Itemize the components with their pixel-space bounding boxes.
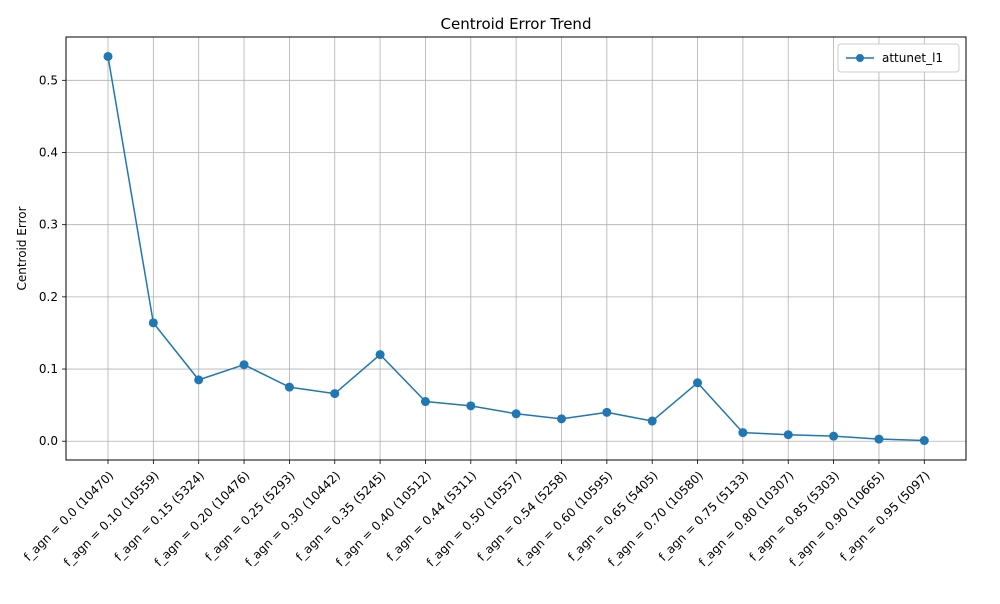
data-point xyxy=(693,378,703,388)
data-point xyxy=(330,389,340,399)
legend-marker xyxy=(856,54,864,62)
data-point xyxy=(602,407,612,417)
y-tick-label: 0.0 xyxy=(39,434,58,448)
y-axis: 0.0 0.1 0.2 0.3 0.4 0.5 xyxy=(39,73,66,448)
data-point xyxy=(239,360,249,370)
y-tick-label: 0.5 xyxy=(39,73,58,87)
data-point xyxy=(783,430,793,440)
y-tick-label: 0.4 xyxy=(39,145,58,159)
data-point xyxy=(829,431,839,441)
data-point xyxy=(738,428,748,438)
y-tick-label: 0.1 xyxy=(39,362,58,376)
data-point xyxy=(103,51,113,61)
data-point xyxy=(511,409,521,419)
data-point xyxy=(375,350,385,360)
data-point xyxy=(148,318,158,328)
legend-box xyxy=(837,43,960,73)
data-point xyxy=(466,401,476,411)
data-point xyxy=(874,434,884,444)
data-point xyxy=(919,436,929,446)
y-tick-label: 0.2 xyxy=(39,290,58,304)
series-layer xyxy=(103,51,929,446)
y-axis-label: Centroid Error xyxy=(15,206,29,290)
data-point xyxy=(420,397,430,407)
legend: attunet_l1 xyxy=(837,43,960,73)
data-point xyxy=(284,382,294,392)
data-point xyxy=(647,416,657,426)
data-point xyxy=(557,414,566,424)
chart-title: Centroid Error Trend xyxy=(441,15,592,33)
legend-label: attunet_l1 xyxy=(882,51,943,65)
y-tick-label: 0.3 xyxy=(39,218,58,232)
data-point xyxy=(194,375,204,385)
